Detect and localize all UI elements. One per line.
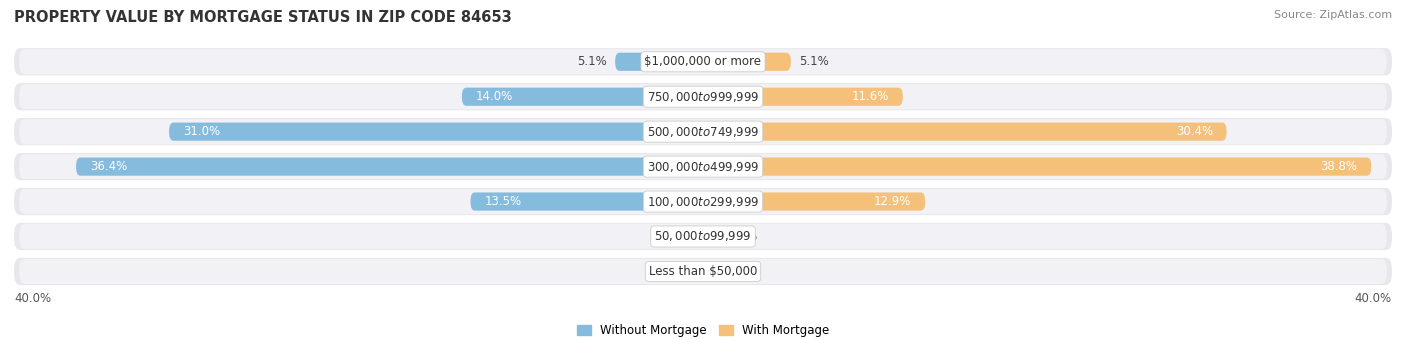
- Text: 38.8%: 38.8%: [1320, 160, 1358, 173]
- FancyBboxPatch shape: [14, 83, 1392, 110]
- Text: PROPERTY VALUE BY MORTGAGE STATUS IN ZIP CODE 84653: PROPERTY VALUE BY MORTGAGE STATUS IN ZIP…: [14, 10, 512, 25]
- FancyBboxPatch shape: [703, 192, 925, 210]
- Text: 0.73%: 0.73%: [724, 265, 761, 278]
- FancyBboxPatch shape: [14, 188, 1392, 215]
- FancyBboxPatch shape: [703, 262, 716, 280]
- Text: $100,000 to $299,999: $100,000 to $299,999: [647, 194, 759, 208]
- FancyBboxPatch shape: [703, 157, 1371, 176]
- FancyBboxPatch shape: [616, 53, 703, 71]
- FancyBboxPatch shape: [20, 49, 1386, 74]
- FancyBboxPatch shape: [703, 88, 903, 106]
- Text: $50,000 to $99,999: $50,000 to $99,999: [654, 230, 752, 243]
- FancyBboxPatch shape: [20, 84, 1386, 109]
- FancyBboxPatch shape: [20, 224, 1386, 249]
- Text: $750,000 to $999,999: $750,000 to $999,999: [647, 90, 759, 104]
- Text: 11.6%: 11.6%: [852, 90, 889, 103]
- Text: 30.4%: 30.4%: [1175, 125, 1213, 138]
- Text: 0.52%: 0.52%: [720, 230, 758, 243]
- Legend: Without Mortgage, With Mortgage: Without Mortgage, With Mortgage: [572, 319, 834, 340]
- Text: 13.5%: 13.5%: [484, 195, 522, 208]
- FancyBboxPatch shape: [703, 123, 1226, 141]
- Text: 0.0%: 0.0%: [659, 265, 689, 278]
- Text: 5.1%: 5.1%: [800, 55, 830, 68]
- FancyBboxPatch shape: [703, 227, 711, 245]
- FancyBboxPatch shape: [703, 53, 790, 71]
- Text: 5.1%: 5.1%: [576, 55, 606, 68]
- FancyBboxPatch shape: [14, 48, 1392, 75]
- Text: Less than $50,000: Less than $50,000: [648, 265, 758, 278]
- FancyBboxPatch shape: [76, 157, 703, 176]
- FancyBboxPatch shape: [461, 88, 703, 106]
- FancyBboxPatch shape: [20, 154, 1386, 179]
- FancyBboxPatch shape: [14, 153, 1392, 180]
- Text: 0.0%: 0.0%: [659, 230, 689, 243]
- FancyBboxPatch shape: [471, 192, 703, 210]
- FancyBboxPatch shape: [169, 123, 703, 141]
- FancyBboxPatch shape: [20, 119, 1386, 144]
- FancyBboxPatch shape: [14, 223, 1392, 250]
- Text: $500,000 to $749,999: $500,000 to $749,999: [647, 125, 759, 139]
- Text: 12.9%: 12.9%: [875, 195, 911, 208]
- Text: $1,000,000 or more: $1,000,000 or more: [644, 55, 762, 68]
- FancyBboxPatch shape: [20, 189, 1386, 214]
- Text: 40.0%: 40.0%: [14, 292, 51, 305]
- FancyBboxPatch shape: [20, 259, 1386, 284]
- Text: 36.4%: 36.4%: [90, 160, 127, 173]
- Text: $300,000 to $499,999: $300,000 to $499,999: [647, 159, 759, 174]
- Text: Source: ZipAtlas.com: Source: ZipAtlas.com: [1274, 10, 1392, 20]
- FancyBboxPatch shape: [14, 258, 1392, 285]
- Text: 14.0%: 14.0%: [475, 90, 513, 103]
- FancyBboxPatch shape: [14, 118, 1392, 145]
- Text: 40.0%: 40.0%: [1355, 292, 1392, 305]
- Text: 31.0%: 31.0%: [183, 125, 219, 138]
